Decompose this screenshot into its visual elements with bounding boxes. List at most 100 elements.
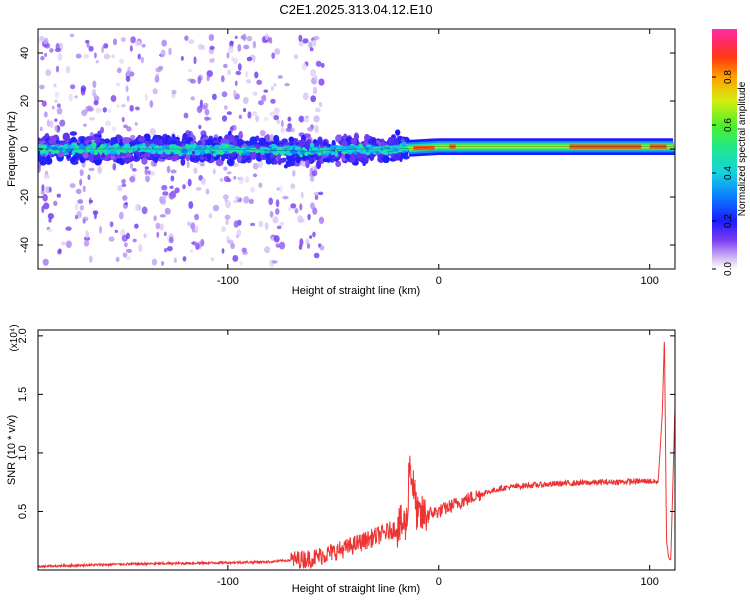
spectrogram-noise-cell: [49, 48, 54, 53]
spectrogram-ytick-label: 40: [19, 47, 31, 59]
spectrogram-noise-cell: [236, 234, 239, 239]
spectrogram-noise-cell: [246, 35, 253, 42]
spectrogram-band-cell: [104, 138, 111, 144]
spectrogram-noise-cell: [263, 89, 269, 93]
spectrogram-noise-cell: [131, 168, 137, 172]
spectrogram-noise-cell: [102, 107, 107, 113]
spectrogram-core-cell: [392, 148, 399, 152]
snr-ytick-label: 1.5: [17, 387, 29, 402]
spectrogram-core-cell: [248, 147, 256, 153]
spectrogram-core-cell: [329, 145, 337, 149]
spectrogram-noise-cell: [68, 93, 73, 102]
spectrogram-noise-cell: [263, 116, 269, 122]
spectrogram-noise-cell: [230, 242, 235, 250]
spectrogram-noise-cell: [318, 78, 325, 86]
colorbar-tick-label: 0.8: [723, 70, 734, 84]
spectrogram-core-cell: [65, 148, 71, 152]
spectrogram-noise-cell: [39, 84, 45, 90]
spectrogram-noise-cell: [256, 79, 263, 85]
spectrogram-noise-cell: [126, 95, 130, 102]
spectrogram-noise-cell: [121, 183, 127, 187]
spectrogram-noise-cell: [317, 191, 324, 196]
spectrogram-band-cell: [71, 156, 77, 162]
spectrogram-noise-cell: [293, 54, 299, 60]
spectrogram-ridge: [38, 138, 675, 157]
spectrogram-noise-cell: [270, 85, 274, 91]
spectrogram-noise-cell: [275, 243, 280, 248]
spectrogram-noise-cell: [134, 122, 138, 126]
spectrogram-core-cell: [78, 145, 86, 150]
spectrogram-band-cell: [101, 153, 106, 159]
spectrogram-noise-cell: [121, 104, 126, 108]
spectrogram-noise-cell: [273, 114, 280, 121]
spectrogram-band-cell: [38, 137, 41, 142]
spectrogram-noise-cell: [38, 165, 41, 174]
spectrogram-noise-cell: [42, 258, 49, 266]
spectrogram-band-cell: [44, 133, 50, 138]
spectrogram-noise-cell: [212, 168, 216, 175]
spectrogram-noise-cell: [163, 231, 167, 237]
spectrogram-noise-cell: [271, 52, 276, 60]
spectrogram-noise-cell: [277, 75, 283, 79]
spectrogram-noise-cell: [153, 215, 157, 222]
spectrogram-noise-cell: [272, 216, 279, 224]
spectrogram-noise-cell: [248, 198, 254, 204]
spectrogram-noise-cell: [233, 89, 237, 98]
colorbar-ticks: 0.0 0.2 0.4 0.6 0.8: [712, 70, 734, 276]
spectrogram-noise-cell: [224, 214, 231, 220]
spectrogram-noise-cell: [104, 120, 112, 127]
spectrogram-core-cell: [383, 146, 391, 150]
spectrogram-noise-cell: [198, 43, 203, 50]
spectrogram-noise-cell: [212, 204, 220, 212]
spectrogram-noise-cell: [145, 175, 150, 183]
spectrogram-noise-cell: [274, 48, 281, 55]
spectrogram-noise-cell: [54, 118, 58, 122]
spectrogram-band-cell: [82, 151, 89, 159]
spectrogram-noise-cell: [95, 107, 102, 114]
spectrogram-core-cell: [99, 144, 106, 149]
spectrogram-core-cell: [358, 143, 363, 148]
spectrogram-core-cell: [279, 150, 286, 156]
spectrogram-noise-cell: [135, 203, 141, 212]
spectrogram-noise-cell: [124, 242, 128, 248]
spectrogram-noise-cell: [120, 228, 126, 237]
spectrogram-core-cell: [299, 154, 303, 158]
spectrogram-xlabel: Height of straight line (km): [292, 285, 420, 297]
spectrogram-core-cell: [91, 143, 97, 150]
spectrogram-core-cell: [334, 151, 339, 157]
spectrogram-noise-cell: [284, 82, 290, 87]
spectrogram-band-cell: [322, 158, 329, 163]
spectrogram-noise-cell: [205, 188, 210, 195]
spectrogram-noise-cell: [141, 43, 146, 48]
spectrogram-noise-cell: [54, 125, 58, 132]
spectrogram-noise-cell: [43, 202, 50, 210]
spectrogram-noise-cell: [48, 186, 52, 193]
spectrogram-core-cell: [310, 150, 316, 155]
spectrogram-noise-cell: [310, 202, 315, 210]
spectrogram-noise-cell: [41, 100, 47, 107]
spectrogram-noise-cell: [43, 111, 48, 118]
spectrogram-core-cell: [218, 150, 225, 155]
spectrogram-band-cell: [387, 136, 395, 145]
spectrogram-noise-cell: [85, 230, 90, 239]
spectrogram-noise-cell: [193, 56, 197, 65]
spectrogram-noise-cell: [206, 70, 213, 78]
spectrogram-noise-cell: [74, 214, 78, 220]
spectrogram-noise-cell: [247, 111, 252, 119]
snr-ytick-label: 1.0: [17, 445, 29, 460]
spectrogram-noise-cell: [125, 248, 133, 254]
spectrogram-band-cell: [180, 157, 186, 166]
spectrogram-noise-cell: [241, 247, 247, 253]
spectrogram-noise-cell: [233, 220, 239, 228]
spectrogram-noise-cell: [163, 194, 167, 199]
spectrogram-noise-cell: [309, 176, 315, 182]
spectrogram-noise-cell: [162, 191, 169, 196]
snr-multiplier: (x10⁴): [9, 324, 20, 351]
spectrogram-noise-cell: [235, 70, 242, 76]
spectrogram-noise-cell: [209, 58, 213, 63]
spectrogram-band-cell: [259, 137, 266, 143]
spectrogram-noise-cell: [221, 91, 228, 98]
spectrogram-noise-cell: [87, 174, 91, 181]
spectrogram-noise-cell: [140, 56, 144, 64]
spectrogram-band-cell: [206, 138, 214, 147]
